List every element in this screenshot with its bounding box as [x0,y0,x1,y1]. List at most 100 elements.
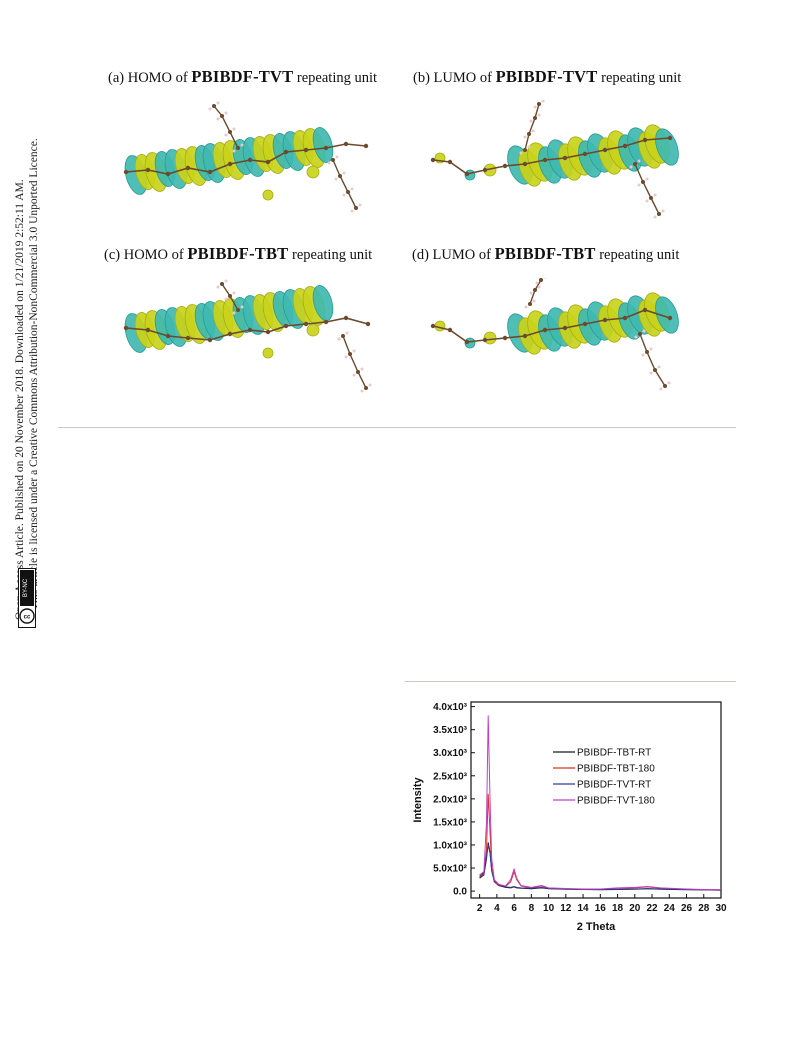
x-tick-label: 16 [595,903,607,914]
hydrogen-atom [649,347,653,351]
caption-b-name: PBIBDF-TVT [495,67,598,86]
carbon-atom [667,135,673,141]
carbon-atom [247,327,253,333]
cc-by-nc-badge-icon[interactable]: cc BY-NC [18,568,36,628]
caption-a: (a) HOMO of PBIBDF-TVT repeating unit [108,67,377,87]
hydrogen-atom [360,367,364,371]
carbon-atom [430,157,436,163]
caption-d-label: (d) LUMO of [412,247,491,263]
carbon-atom [364,386,368,390]
carbon-atom [663,384,667,388]
carbon-atom [207,169,213,175]
carbon-atom [265,159,271,165]
y-tick-label: 3.5x10³ [433,725,468,736]
y-tick-label: 2.0x10³ [433,794,468,805]
x-tick-label: 8 [529,903,535,914]
carbon-atom [562,325,568,331]
caption-c-suffix: repeating unit [292,247,373,263]
y-tick-label: 1.0x10³ [433,840,468,851]
carbon-atom [227,161,233,167]
hydrogen-atom [350,187,354,191]
hydrogen-atom [629,165,633,169]
carbon-atom [447,327,453,333]
caption-b: (b) LUMO of PBIBDF-TVT repeating unit [413,67,681,87]
hydrogen-atom [634,335,638,339]
carbon-atom [502,163,508,169]
carbon-atom [542,327,548,333]
open-access-sidebar: Open Access Article. Published on 20 Nov… [0,0,40,680]
y-tick-label: 3.0x10³ [433,748,468,759]
hydrogen-atom [327,161,331,165]
legend-label: PBIBDF-TBT-RT [577,748,651,759]
carbon-atom [642,307,648,313]
hydrogen-atom [645,199,649,203]
hydrogen-atom [537,285,541,289]
hydrogen-atom [350,209,354,213]
carbon-atom [212,104,216,108]
hydrogen-atom [649,371,653,375]
carbon-atom [265,329,271,335]
hydrogen-atom [216,101,220,105]
hydrogen-atom [224,297,228,301]
carbon-atom [236,146,240,150]
orbital-lobe [483,331,497,345]
sidebar-publication-line: Open Access Article. Published on 20 Nov… [14,179,26,620]
hydrogen-atom [659,387,663,391]
carbon-atom [220,282,224,286]
caption-d-name: PBIBDF-TBT [494,244,596,263]
carbon-atom [641,180,645,184]
x-tick-label: 24 [664,903,676,914]
figure-divider [405,681,736,682]
caption-c-label: (c) HOMO of [104,247,184,263]
caption-a-name: PBIBDF-TVT [191,67,294,86]
hydrogen-atom [642,329,646,333]
hydrogen-atom [523,135,527,139]
x-tick-label: 4 [494,903,500,914]
hydrogen-atom [342,193,346,197]
hydrogen-atom [352,373,356,377]
carbon-atom [464,171,470,177]
hydrogen-atom [519,151,523,155]
hydrogen-atom [224,133,228,137]
hydrogen-atom [537,113,541,117]
hydrogen-atom [344,355,348,359]
hydrogen-atom [232,291,236,295]
carbon-atom [228,130,232,134]
carbon-atom [220,114,224,118]
hydrogen-atom [527,145,531,149]
carbon-atom [622,143,628,149]
orbital-lobe [655,296,679,334]
x-tick-label: 30 [715,903,727,914]
hydrogen-atom [533,105,537,109]
carbon-atom [533,288,537,292]
carbon-atom [642,137,648,143]
orbital-lobe [312,285,334,321]
side-chain [524,103,540,151]
hydrogen-atom [535,281,539,285]
carbon-atom [653,368,657,372]
hydrogen-atom [368,383,372,387]
carbon-atom [207,337,213,343]
hydrogen-atom [232,149,236,153]
lumo-tvt-orbital-image [430,100,679,219]
hydrogen-atom [358,203,362,207]
y-tick-label: 0.0 [453,887,467,898]
carbon-atom [522,161,528,167]
hydrogen-atom [337,337,341,341]
hydrogen-atom [653,215,657,219]
carbon-atom [227,331,233,337]
hydrogen-atom [529,119,533,123]
hydrogen-atom [360,389,364,393]
hydrogen-atom [645,177,649,181]
carbon-atom [346,190,350,194]
x-tick-label: 28 [698,903,710,914]
carbon-atom [303,147,309,153]
hydrogen-atom [637,183,641,187]
sidebar-licence-line[interactable]: This article is licensed under a Creativ… [28,138,40,610]
y-tick-label: 1.5x10³ [433,817,468,828]
y-tick-label: 5.0x10² [433,864,468,875]
caption-b-label: (b) LUMO of [413,70,492,86]
carbon-atom [247,157,253,163]
x-tick-label: 2 [477,903,483,914]
hydrogen-atom [529,291,533,295]
